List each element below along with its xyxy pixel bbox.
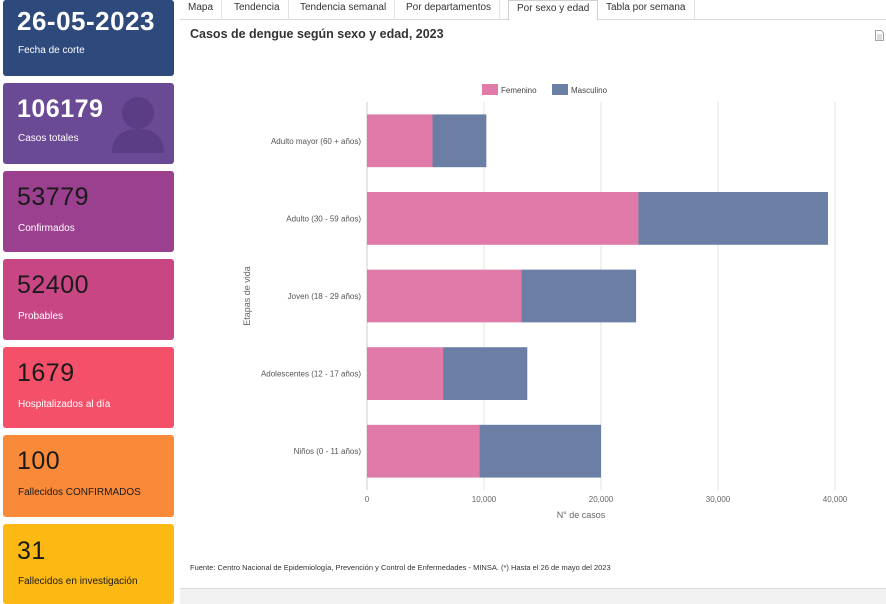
tab-bar: Mapa Tendencia Tendencia semanal Por dep… (180, 0, 886, 21)
card-label: Probables (18, 311, 64, 322)
card-label: Confirmados (18, 223, 75, 234)
bar-chart: 0 10,000 20,000 30,000 40,000 Adulto mayor (6… (242, 84, 848, 520)
card-value: 1679 (17, 359, 75, 387)
card-fallecidos-confirmados: 100 Fallecidos CONFIRMADOS (3, 435, 174, 517)
tab-por-sexo-y-edad[interactable]: Por sexo y edad (508, 0, 599, 21)
tab-mapa[interactable]: Mapa (180, 0, 223, 20)
tab-tendencia-semanal[interactable]: Tendencia semanal (292, 0, 396, 20)
card-casos-totales: 106179 Casos totales (3, 83, 174, 164)
bar-femenino (367, 424, 480, 478)
card-label: Casos totales (18, 133, 79, 144)
bar-masculino (432, 114, 487, 168)
legend-swatch (482, 84, 498, 95)
bar-masculino (521, 269, 637, 323)
source-note: Fuente: Centro Nacional de Epidemiología… (190, 563, 611, 572)
chart-title: Casos de dengue según sexo y edad, 2023 (190, 27, 444, 41)
card-hospitalizados: 1679 Hospitalizados al día (3, 347, 174, 428)
person-icon (112, 97, 164, 153)
card-value: 26-05-2023 (17, 6, 155, 36)
card-value: 106179 (17, 95, 104, 123)
card-fallecidos-investigacion: 31 Fallecidos en investigación (3, 524, 174, 604)
x-tick-label: 0 (365, 495, 370, 504)
y-tick-label: Adolescentes (12 - 17 años) (261, 370, 361, 379)
card-label: Fecha de corte (18, 45, 85, 56)
bar-femenino (367, 269, 522, 323)
card-label: Fallecidos CONFIRMADOS (18, 487, 141, 498)
legend-swatch (552, 84, 568, 95)
card-probables: 52400 Probables (3, 259, 174, 340)
legend-label: Masculino (571, 86, 608, 95)
y-tick-label: Adulto mayor (60 + años) (271, 137, 361, 146)
bottom-bar (180, 588, 886, 604)
x-axis-title: N° de casos (557, 510, 606, 520)
y-tick-label: Joven (18 - 29 años) (288, 292, 362, 301)
bar-masculino (638, 192, 828, 245)
bar-femenino (367, 347, 444, 400)
tab-por-departamentos[interactable]: Por departamentos (398, 0, 501, 20)
card-fecha-corte: 26-05-2023 Fecha de corte (3, 0, 174, 76)
card-value: 52400 (17, 271, 90, 299)
y-axis-title: Etapas de vida (242, 266, 252, 326)
main-panel: Mapa Tendencia Tendencia semanal Por dep… (180, 0, 886, 604)
x-tick-label: 40,000 (823, 495, 848, 504)
x-tick-label: 20,000 (589, 495, 614, 504)
card-label: Hospitalizados al día (18, 399, 111, 410)
card-confirmados: 53779 Confirmados (3, 171, 174, 252)
card-value: 53779 (17, 183, 90, 211)
card-label: Fallecidos en investigación (18, 576, 138, 587)
tab-tendencia[interactable]: Tendencia (226, 0, 289, 20)
legend-label: Femenino (501, 86, 537, 95)
bar-femenino (367, 192, 639, 245)
kpi-sidebar: 26-05-2023 Fecha de corte 106179 Casos t… (0, 0, 180, 604)
y-tick-label: Adulto (30 - 59 años) (286, 214, 361, 223)
document-icon[interactable] (875, 30, 884, 41)
y-tick-label: Niños (0 - 11 años) (294, 447, 362, 456)
card-value: 100 (17, 447, 61, 475)
x-tick-label: 30,000 (706, 495, 731, 504)
card-value: 31 (17, 537, 46, 565)
tab-tabla-por-semana[interactable]: Tabla por semana (598, 0, 695, 20)
bar-masculino (443, 347, 528, 400)
bar-femenino (367, 114, 433, 168)
bar-masculino (479, 424, 601, 478)
x-tick-label: 10,000 (472, 495, 497, 504)
